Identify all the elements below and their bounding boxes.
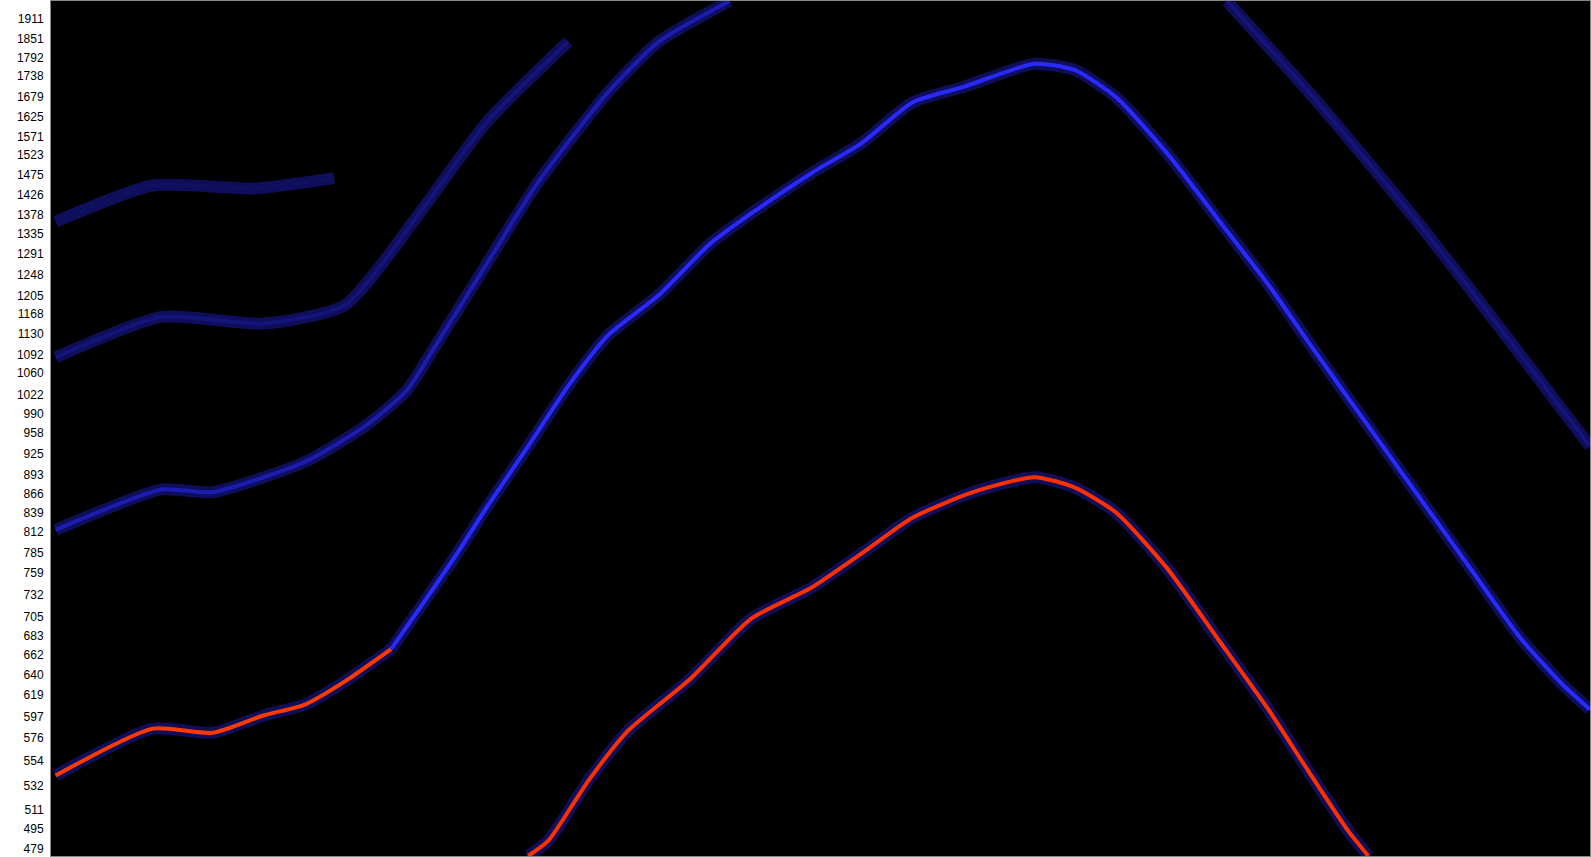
svg-text:683: 683 <box>24 629 44 643</box>
svg-text:1679: 1679 <box>17 90 44 104</box>
svg-text:893: 893 <box>24 468 44 482</box>
svg-text:732: 732 <box>24 588 44 602</box>
svg-text:495: 495 <box>24 822 44 836</box>
svg-text:1335: 1335 <box>17 227 44 241</box>
svg-text:554: 554 <box>24 754 44 768</box>
svg-text:619: 619 <box>24 688 44 702</box>
svg-text:1168: 1168 <box>18 307 44 321</box>
svg-text:532: 532 <box>24 779 44 793</box>
svg-text:640: 640 <box>24 668 44 682</box>
svg-text:1248: 1248 <box>17 268 44 282</box>
svg-text:759: 759 <box>24 566 44 580</box>
svg-text:990: 990 <box>24 407 44 421</box>
svg-text:1130: 1130 <box>18 327 44 341</box>
svg-text:1523: 1523 <box>17 148 44 162</box>
svg-text:1911: 1911 <box>18 12 44 26</box>
svg-text:1738: 1738 <box>17 69 44 83</box>
svg-text:1625: 1625 <box>17 110 44 124</box>
svg-text:925: 925 <box>24 447 44 461</box>
svg-text:479: 479 <box>24 842 44 856</box>
svg-text:1475: 1475 <box>17 168 44 182</box>
svg-text:958: 958 <box>24 426 44 440</box>
svg-text:662: 662 <box>24 648 44 662</box>
svg-text:839: 839 <box>24 506 44 520</box>
svg-text:1851: 1851 <box>17 32 44 46</box>
svg-text:812: 812 <box>24 525 44 539</box>
svg-text:1060: 1060 <box>17 366 44 380</box>
svg-text:1205: 1205 <box>17 289 44 303</box>
svg-text:866: 866 <box>24 487 44 501</box>
svg-text:597: 597 <box>24 710 44 724</box>
svg-text:1426: 1426 <box>17 188 44 202</box>
svg-text:785: 785 <box>24 546 44 560</box>
svg-text:1022: 1022 <box>17 388 44 402</box>
svg-text:1378: 1378 <box>17 208 44 222</box>
svg-text:576: 576 <box>24 731 44 745</box>
svg-text:1571: 1571 <box>17 130 44 144</box>
svg-text:1291: 1291 <box>17 247 44 261</box>
svg-text:511: 511 <box>24 803 43 817</box>
svg-text:705: 705 <box>24 610 44 624</box>
svg-text:1792: 1792 <box>17 51 44 65</box>
svg-text:1092: 1092 <box>17 348 44 362</box>
